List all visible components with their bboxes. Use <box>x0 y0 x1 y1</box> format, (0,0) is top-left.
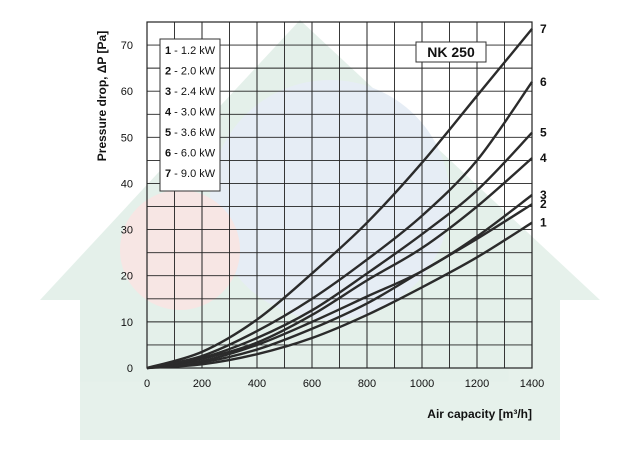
legend-entry-text: - 2.4 kW <box>171 86 216 98</box>
legend-entry-number: 4 <box>165 107 172 119</box>
watermark-circle-blue <box>210 80 450 320</box>
legend-entry-3: 3 - 2.4 kW <box>165 86 216 98</box>
x-tick-label: 800 <box>358 378 376 390</box>
y-tick-label: 0 <box>127 363 133 375</box>
curve-3 <box>146 194 533 370</box>
x-tick-label: 1400 <box>520 378 544 390</box>
legend-entry-text: - 3.0 kW <box>171 107 216 119</box>
legend-entry-text: - 1.2 kW <box>171 45 216 57</box>
legend-entry-number: 6 <box>165 148 171 160</box>
legend-entry-text: - 6.0 kW <box>171 148 216 160</box>
legend-entry-text: - 9.0 kW <box>171 168 216 180</box>
curve-label-3: 3 <box>540 188 547 202</box>
legend-entry-6: 6 - 6.0 kW <box>165 148 216 160</box>
curve-label-6: 6 <box>540 75 547 89</box>
curve-7 <box>146 28 533 370</box>
legend-entry-number: 2 <box>165 66 171 78</box>
curve-label-7: 7 <box>540 22 547 36</box>
y-tick-label: 20 <box>121 271 133 283</box>
y-tick-labels: 0 10 20 30 40 50 60 70 <box>121 40 133 375</box>
legend-entry-1: 1 - 1.2 kW <box>165 45 216 57</box>
legend-entry-text: - 2.0 kW <box>171 66 216 78</box>
legend-entry-number: 7 <box>165 168 171 180</box>
legend-entry-number: 3 <box>165 86 171 98</box>
legend-entry-number: 1 <box>165 45 171 57</box>
legend-entry-2: 2 - 2.0 kW <box>165 66 216 78</box>
curve-6 <box>146 81 533 370</box>
curve-label-5: 5 <box>540 126 547 140</box>
title-box: NK 250 <box>415 41 487 63</box>
x-tick-labels: 0 200 400 600 800 1000 1200 1400 <box>144 378 544 390</box>
x-tick-label: 400 <box>248 378 266 390</box>
x-tick-label: 200 <box>193 378 211 390</box>
curve-label-1: 1 <box>540 216 547 230</box>
curve-5 <box>146 131 533 370</box>
legend-entry-7: 7 - 9.0 kW <box>165 168 216 180</box>
curve-label-2: 2 <box>540 197 547 211</box>
legend-entry-4: 4 - 3.0 kW <box>165 107 216 119</box>
curves <box>146 28 533 370</box>
x-tick-label: 0 <box>144 378 150 390</box>
chart-title: NK 250 <box>427 44 475 60</box>
legend: 1 - 1.2 kW2 - 2.0 kW3 - 2.4 kW4 - 3.0 kW… <box>159 38 221 192</box>
y-tick-label: 70 <box>121 40 133 52</box>
legend-entry-number: 5 <box>165 127 171 139</box>
x-tick-label: 600 <box>303 378 321 390</box>
curve-4 <box>146 157 533 370</box>
y-tick-label: 10 <box>121 317 133 329</box>
y-tick-label: 30 <box>121 225 133 237</box>
legend-entry-5: 5 - 3.6 kW <box>165 127 216 139</box>
legend-entry-text: - 3.6 kW <box>171 127 216 139</box>
watermark-circle-red <box>120 190 240 310</box>
y-axis-label: Pressure drop, ΔP [Pa] <box>95 31 109 161</box>
curve-label-4: 4 <box>540 151 547 165</box>
x-tick-label: 1000 <box>410 378 434 390</box>
y-tick-label: 60 <box>121 86 133 98</box>
curve-1 <box>146 221 533 370</box>
x-tick-label: 1200 <box>465 378 489 390</box>
y-tick-label: 50 <box>121 132 133 144</box>
y-tick-label: 40 <box>121 178 133 190</box>
curve-2 <box>146 203 533 370</box>
x-axis-label: Air capacity [m³/h] <box>427 407 532 421</box>
